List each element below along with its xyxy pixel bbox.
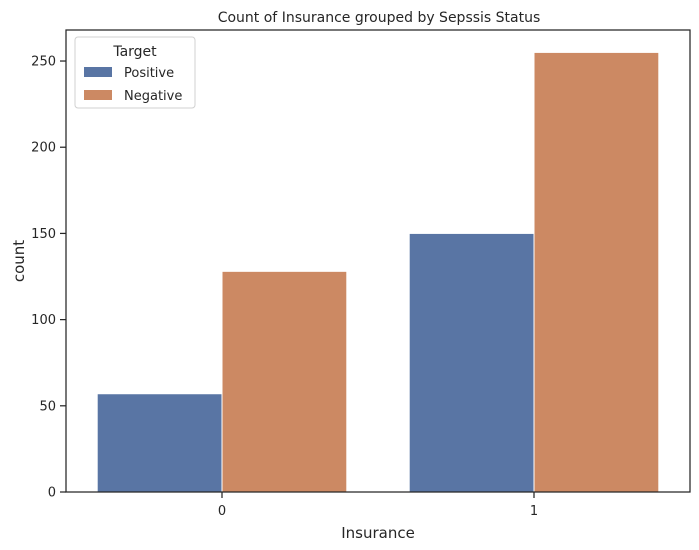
y-axis-label: count: [10, 240, 28, 282]
x-tick-label: 0: [218, 504, 226, 519]
legend-swatch-positive: [84, 67, 112, 77]
y-tick-label: 0: [48, 486, 56, 501]
chart-title: Count of Insurance grouped by Sepssis St…: [218, 10, 541, 26]
y-tick-label: 200: [31, 141, 56, 156]
y-tick-label: 100: [31, 313, 56, 328]
bar-negative-1: [533, 51, 660, 493]
y-tick-label: 50: [39, 399, 56, 414]
bar-positive-1: [408, 232, 535, 493]
x-axis-label: Insurance: [341, 524, 415, 542]
legend-swatch-negative: [84, 90, 112, 100]
bar-negative-0: [221, 270, 348, 493]
x-tick-label: 1: [530, 504, 538, 519]
legend-label-positive: Positive: [124, 66, 174, 81]
legend-title: Target: [112, 44, 157, 60]
plot-frame: [65, 29, 691, 493]
bars: [96, 51, 660, 493]
y-tick-label: 150: [31, 227, 56, 242]
y-tick-label: 250: [31, 55, 56, 70]
legend-label-negative: Negative: [124, 89, 182, 104]
legend: Target Positive Negative: [74, 36, 196, 109]
bar-positive-0: [96, 393, 223, 493]
y-axis: 0 50 100 150 200 250: [31, 55, 66, 501]
